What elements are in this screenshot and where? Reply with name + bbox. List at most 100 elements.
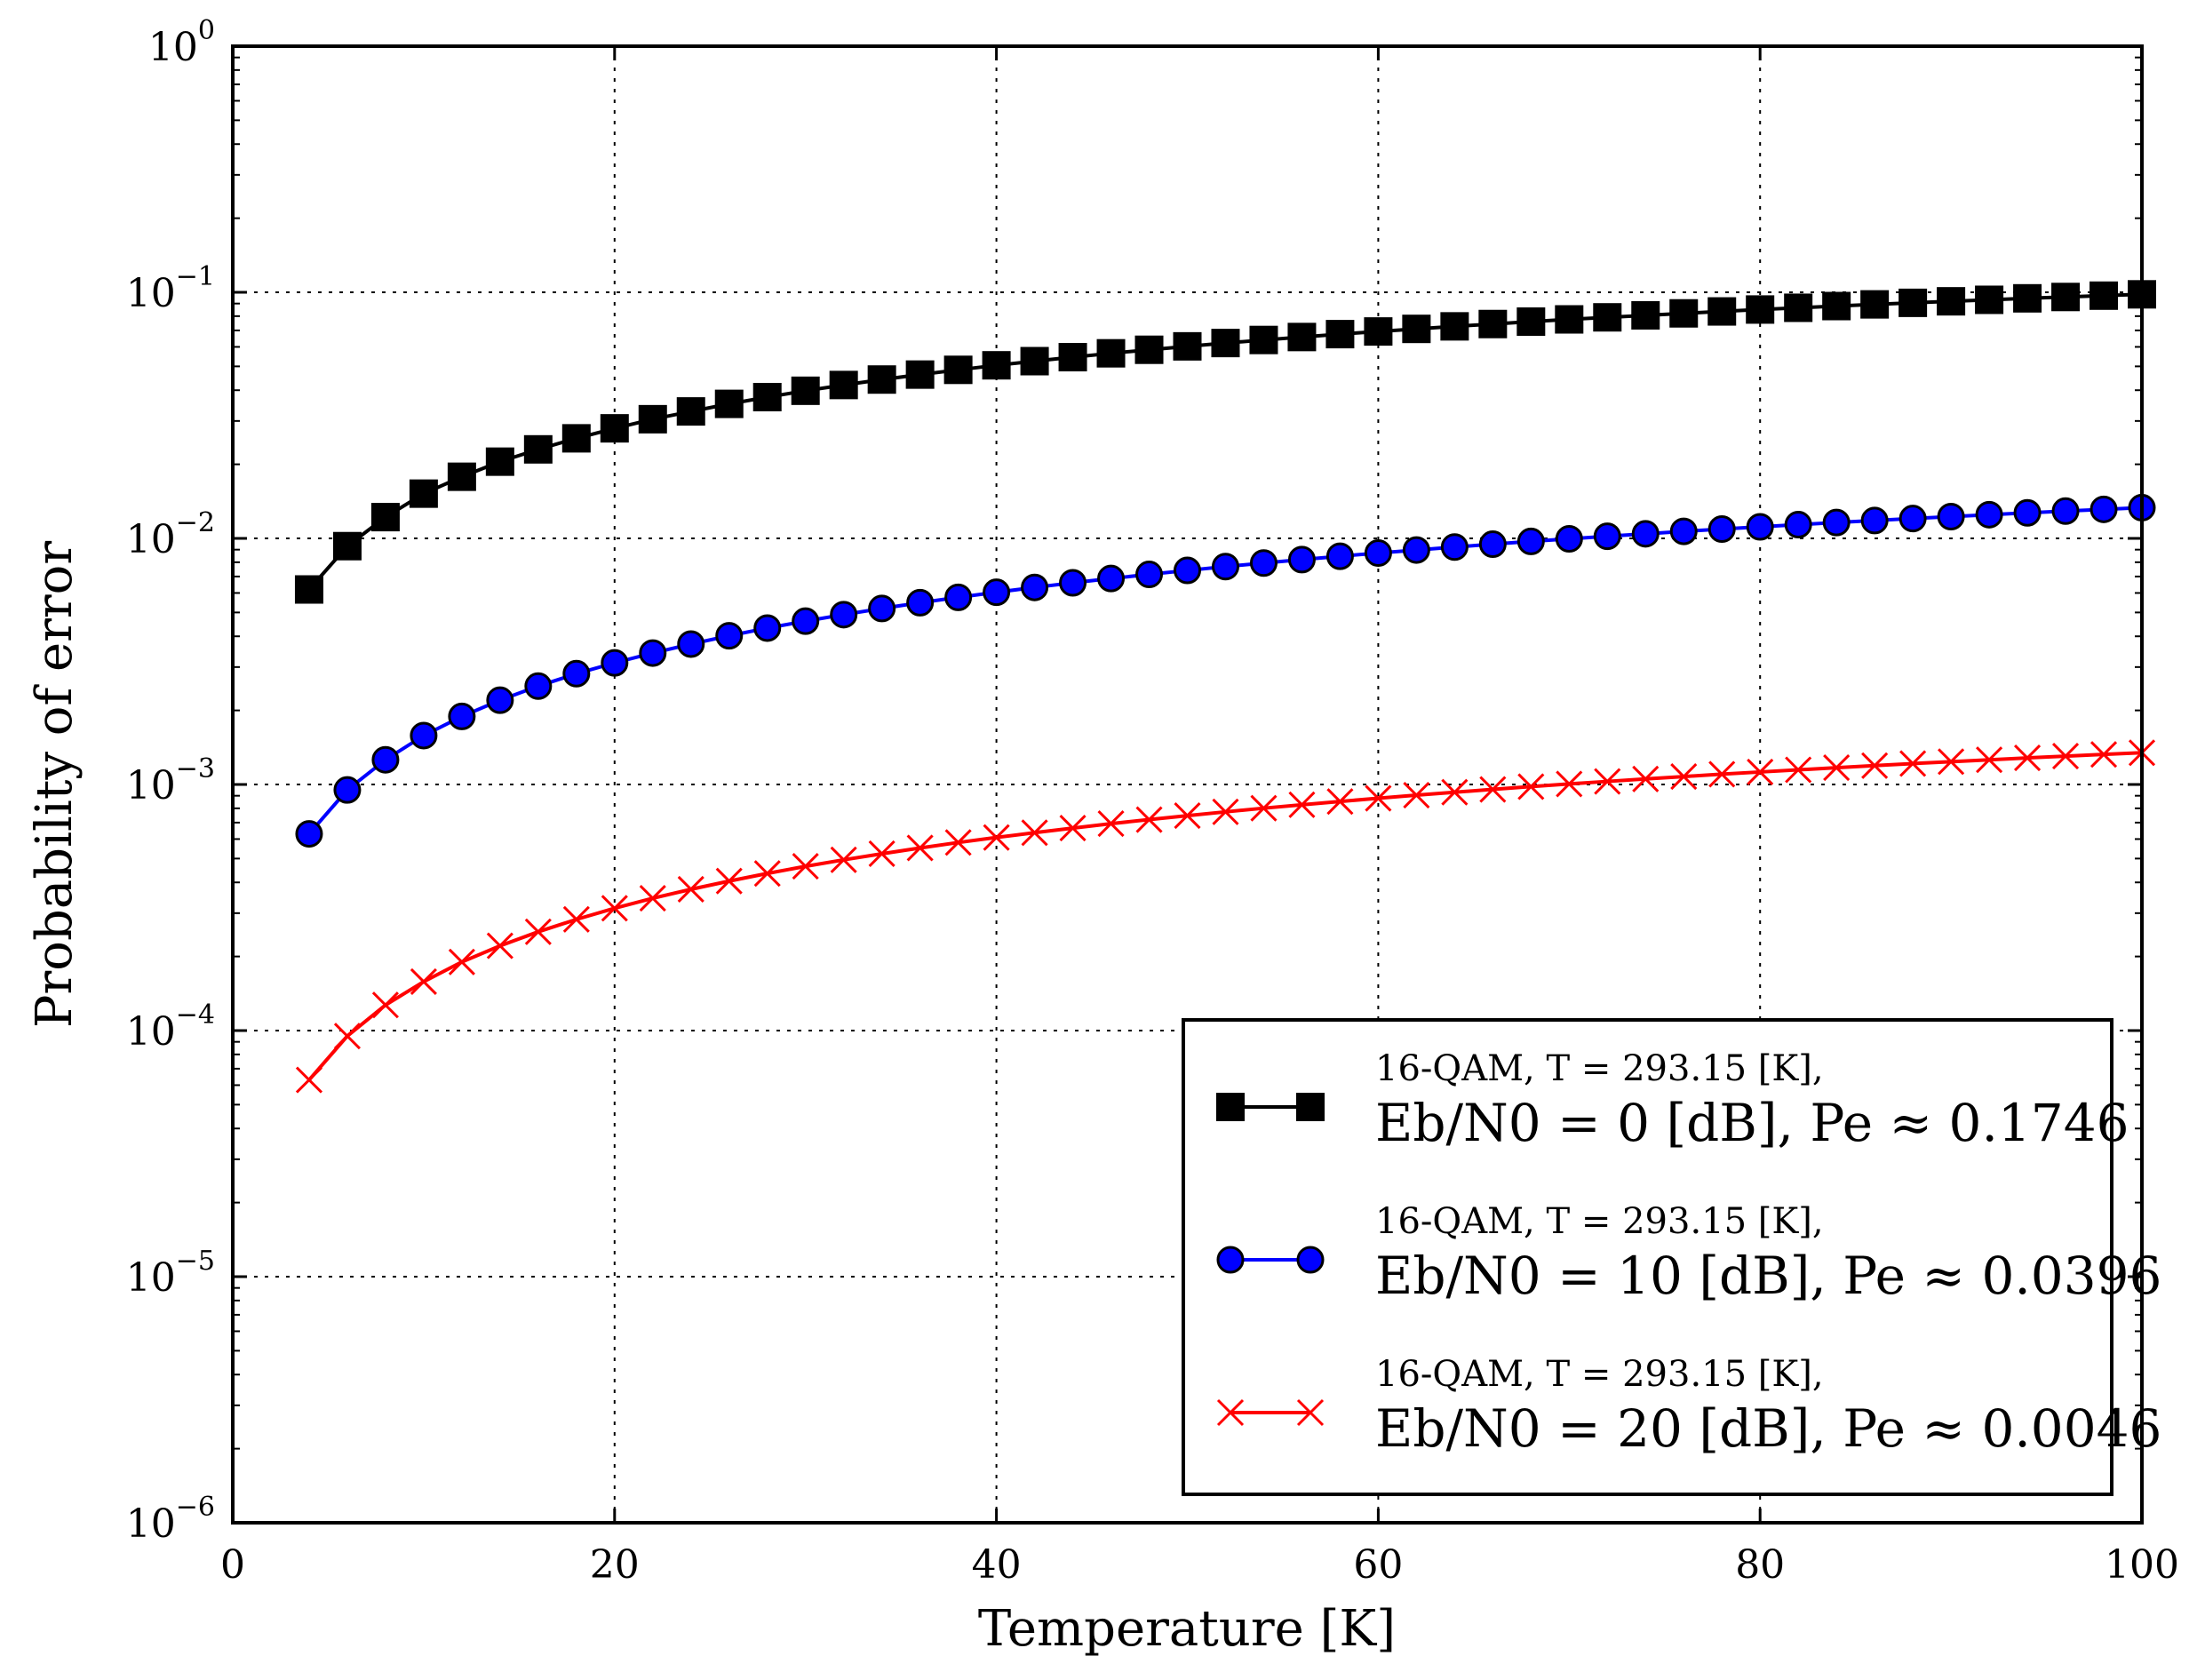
data-point xyxy=(2051,283,2081,312)
data-point xyxy=(1976,746,2003,774)
data-point xyxy=(1325,542,1354,570)
data-point xyxy=(524,672,553,700)
data-point xyxy=(1288,791,1316,818)
data-point xyxy=(1555,524,1583,553)
data-point xyxy=(371,991,399,1019)
data-point xyxy=(1478,309,1508,338)
data-point xyxy=(524,918,552,945)
data-point xyxy=(1669,299,1699,328)
legend-label-line2: Eb/N0 = 0 [dB], Pe ≈ 0.1746 xyxy=(1375,1093,2129,1153)
data-point xyxy=(638,404,667,434)
data-point xyxy=(1632,765,1660,792)
data-point xyxy=(486,686,514,714)
y-tick-label: 100 xyxy=(148,15,215,70)
data-point xyxy=(1249,325,1278,354)
y-axis-label: Probability of error xyxy=(26,541,84,1029)
data-point xyxy=(1134,335,1164,364)
data-point xyxy=(715,622,744,650)
data-point xyxy=(1593,522,1621,551)
x-tick-label: 40 xyxy=(972,1542,1022,1588)
data-point xyxy=(1593,303,1622,332)
data-point xyxy=(753,614,782,642)
data-point xyxy=(1516,527,1545,555)
x-tick-label: 100 xyxy=(2105,1542,2179,1588)
data-point xyxy=(2090,495,2118,523)
data-point xyxy=(1212,798,1239,825)
data-point xyxy=(1440,533,1469,561)
x-tick-label: 80 xyxy=(1735,1542,1785,1588)
data-point xyxy=(676,397,705,426)
legend: 16-QAM, T = 293.15 [K],Eb/N0 = 0 [dB], P… xyxy=(1182,1018,2161,1496)
legend-entry-1: 16-QAM, T = 293.15 [K],Eb/N0 = 0 [dB], P… xyxy=(1216,1048,2129,1153)
y-tick-label: 10−3 xyxy=(126,753,215,808)
legend-swatch-marker xyxy=(1216,1093,1245,1121)
data-point xyxy=(1441,778,1469,806)
legend-label-line2: Eb/N0 = 10 [dB], Pe ≈ 0.0396 xyxy=(1375,1246,2161,1306)
data-point xyxy=(1937,287,1966,316)
data-point xyxy=(868,594,896,623)
data-point xyxy=(1898,505,1927,533)
x-axis-label: Temperature [K] xyxy=(978,1600,1396,1658)
data-point xyxy=(1860,506,1889,535)
data-point xyxy=(752,382,782,411)
legend-swatch-marker xyxy=(1296,1093,1325,1121)
data-point xyxy=(1211,329,1240,358)
y-tick-label: 10−5 xyxy=(126,1246,215,1301)
data-point xyxy=(2051,743,2080,770)
data-point xyxy=(791,376,820,405)
data-point xyxy=(1479,776,1507,803)
data-point xyxy=(1822,291,1851,321)
x-tick-label: 20 xyxy=(590,1542,640,1588)
data-point xyxy=(792,853,819,880)
data-point xyxy=(677,875,704,904)
data-point xyxy=(1708,760,1736,788)
data-point xyxy=(944,583,973,611)
data-point xyxy=(1097,810,1125,838)
legend-label-line1: 16-QAM, T = 293.15 [K], xyxy=(1375,1048,1824,1089)
data-point xyxy=(562,905,590,933)
legend-swatch-marker xyxy=(1216,1246,1245,1274)
data-point xyxy=(2090,281,2119,310)
data-point xyxy=(1746,295,1775,324)
data-point xyxy=(983,824,1010,851)
series-layer xyxy=(294,280,2156,1094)
data-point xyxy=(1097,564,1126,593)
legend-label-line1: 16-QAM, T = 293.15 [K], xyxy=(1375,1201,1824,1242)
data-point xyxy=(1174,556,1201,585)
y-tick-label: 10−1 xyxy=(126,261,215,316)
data-point xyxy=(1937,502,1965,530)
legend-swatch-marker xyxy=(1296,1246,1325,1274)
data-point xyxy=(1402,315,1431,344)
data-point xyxy=(448,948,475,975)
data-point xyxy=(410,721,438,750)
data-point xyxy=(1135,806,1163,833)
data-point xyxy=(1287,322,1317,352)
data-point xyxy=(1975,285,2004,315)
data-point xyxy=(1325,320,1355,349)
data-point xyxy=(1364,538,1392,567)
legend-entry-2: 16-QAM, T = 293.15 [K],Eb/N0 = 10 [dB], … xyxy=(1216,1201,2161,1306)
data-point xyxy=(1403,781,1430,809)
data-point xyxy=(830,601,858,629)
data-point xyxy=(333,1023,362,1050)
data-point xyxy=(1287,545,1316,574)
data-point xyxy=(1402,536,1430,564)
data-point xyxy=(1517,773,1545,800)
data-point xyxy=(753,860,781,888)
data-point xyxy=(601,895,628,922)
legend-label-line1: 16-QAM, T = 293.15 [K], xyxy=(1375,1354,1824,1395)
y-tick-label: 10−2 xyxy=(126,507,215,562)
data-point xyxy=(1747,758,1774,785)
data-point xyxy=(1822,508,1851,537)
data-point xyxy=(1096,338,1126,368)
data-point xyxy=(410,967,437,996)
data-point xyxy=(600,414,629,443)
data-point xyxy=(1211,553,1239,581)
data-point xyxy=(561,424,591,453)
series-2 xyxy=(295,493,2156,848)
data-point xyxy=(2013,498,2042,527)
data-point xyxy=(332,531,362,561)
data-point xyxy=(829,370,858,400)
data-point xyxy=(448,702,476,730)
